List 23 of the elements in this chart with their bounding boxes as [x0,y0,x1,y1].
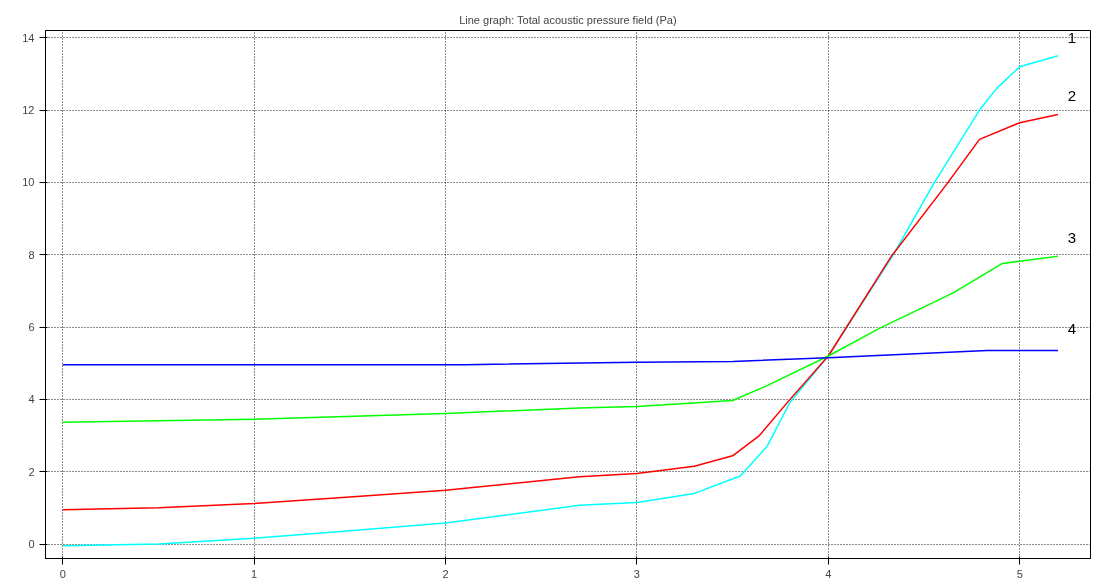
x-tick-label: 1 [251,567,258,580]
line-series [61,349,1059,366]
y-tick-label: 2 [28,465,35,478]
y-tick-label: 6 [28,321,35,334]
y-tick-label: 10 [22,176,35,189]
series-label: 4 [1067,319,1077,337]
x-tick-label: 3 [633,567,640,580]
y-tick-label: 0 [28,538,35,551]
series-label: 3 [1067,229,1077,247]
y-tick-label: 12 [22,104,35,117]
x-tick-label: 0 [59,567,66,580]
x-tick-label: 2 [442,567,449,580]
x-tick-label: 5 [1016,567,1023,580]
x-tick-label: 4 [825,567,832,580]
y-tick-label: 4 [28,393,35,406]
y-tick-label: 14 [22,31,35,44]
y-tick-label: 8 [28,248,35,261]
line-series [61,113,1059,511]
series-label: 1 [1067,28,1077,46]
chart-title: Line graph: Total acoustic pressure field (Pa) [459,13,677,26]
line-series [61,55,1059,547]
series-label: 2 [1067,87,1077,105]
line-series [61,255,1059,423]
